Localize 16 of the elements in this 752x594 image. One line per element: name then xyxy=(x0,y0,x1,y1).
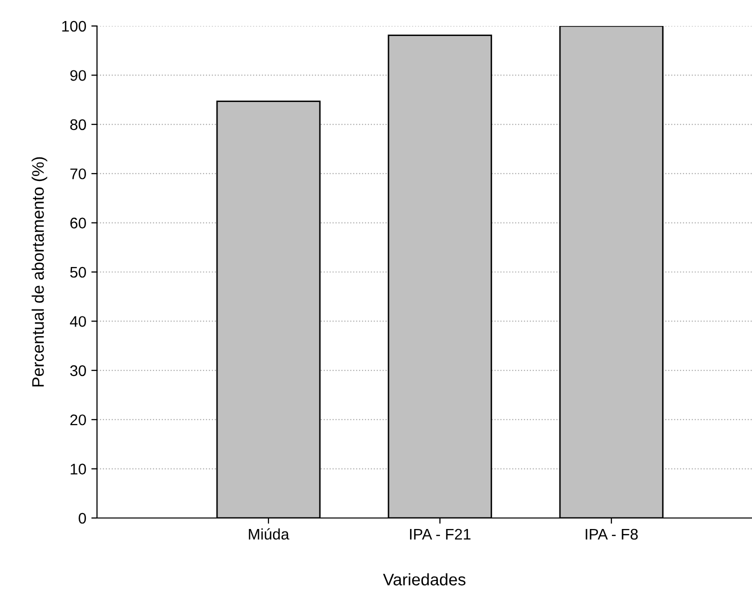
x-axis-title: Variedades xyxy=(383,573,466,586)
y-tick-label: 0 xyxy=(78,512,86,524)
x-tick-label: Miúda xyxy=(248,528,290,540)
y-tick-label: 30 xyxy=(70,365,86,376)
y-tick-label: 10 xyxy=(70,464,86,474)
y-axis-title: Percentual de abortamento (%) xyxy=(32,157,48,386)
y-tick-label: 40 xyxy=(70,316,86,327)
y-tick-label: 80 xyxy=(70,119,86,130)
y-tick-label: 20 xyxy=(70,414,86,426)
y-tick-label: 100 xyxy=(62,20,86,32)
y-tick-label: 90 xyxy=(70,70,86,81)
y-tick-label: 50 xyxy=(70,266,86,278)
y-tick-label: 60 xyxy=(70,218,86,228)
x-tick-label: IPA - F21 xyxy=(410,528,470,540)
x-tick-label: IPA - F8 xyxy=(586,528,638,540)
y-tick-label: 70 xyxy=(70,168,86,180)
